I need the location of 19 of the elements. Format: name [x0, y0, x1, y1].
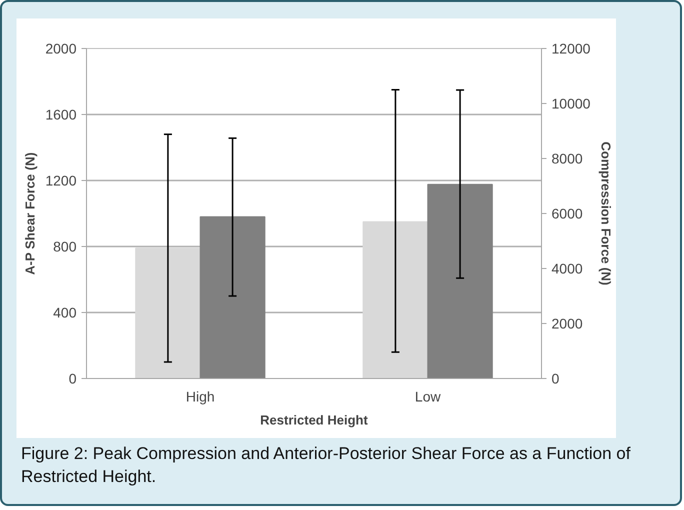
y2-tick-label: 4000	[552, 260, 583, 276]
y2-tick-label: 6000	[552, 206, 583, 222]
y2-tick-label: 12000	[552, 40, 591, 56]
y-tick-label: 400	[53, 304, 77, 320]
y2-tick-label: 10000	[552, 96, 591, 112]
y2-tick-label: 2000	[552, 316, 583, 332]
y2-axis-title: Compression Force (N)	[598, 142, 614, 286]
x-tick-label: High	[186, 388, 215, 404]
y-tick-label: 800	[53, 238, 77, 254]
y2-tick-label: 0	[552, 370, 560, 386]
x-axis-title: Restricted Height	[260, 412, 368, 428]
y2-tick-label: 8000	[552, 150, 583, 166]
y-tick-label: 1600	[45, 106, 77, 122]
y-tick-label: 1200	[45, 172, 77, 188]
x-tick-label: Low	[414, 388, 442, 404]
y-axis-title: A-P Shear Force (N)	[22, 152, 38, 275]
y-tick-label: 0	[68, 370, 77, 386]
y-tick-label: 2000	[45, 40, 77, 56]
caption: Figure 2: Peak Compression and Anterior-Posterior Shear Force as a Function of Restricted Height.	[21, 443, 632, 488]
